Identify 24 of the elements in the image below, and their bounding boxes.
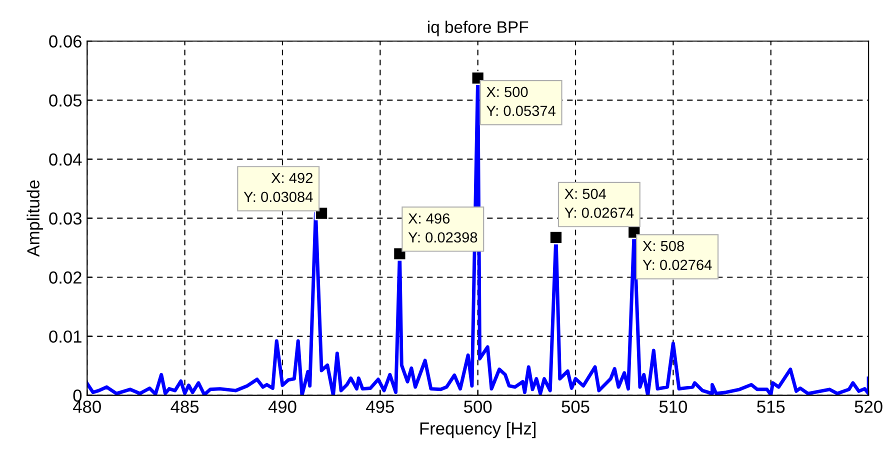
x-tick-label: 480 bbox=[73, 400, 101, 413]
y-tick-label: 0.06 bbox=[49, 35, 82, 48]
x-tick-label: 495 bbox=[366, 400, 394, 413]
annotation: X: 504 Y: 0.02674 bbox=[564, 188, 634, 218]
y-tick-label: 0.01 bbox=[49, 330, 82, 343]
y-tick-label: 0.04 bbox=[49, 153, 82, 166]
x-tick-label: 515 bbox=[757, 400, 785, 413]
x-tick-label: 500 bbox=[464, 400, 492, 413]
y-tick-label: 0.05 bbox=[49, 94, 82, 107]
x-tick-label: 505 bbox=[562, 400, 590, 413]
annotation: X: 496 Y: 0.02398 bbox=[408, 213, 478, 243]
x-tick-label: 490 bbox=[268, 400, 296, 413]
y-tick-label: 0 bbox=[73, 389, 82, 402]
annotation: X: 508 Y: 0.02764 bbox=[642, 240, 712, 270]
chart-title: iq before BPF bbox=[428, 20, 528, 36]
y-tick-label: 0.02 bbox=[49, 271, 82, 284]
x-tick-label: 510 bbox=[659, 400, 687, 413]
annotation: X: 492 Y: 0.03084 bbox=[244, 172, 313, 202]
x-axis-title: Frequency [Hz] bbox=[420, 422, 536, 438]
x-tick-label: 520 bbox=[854, 400, 882, 413]
y-tick-label: 0.03 bbox=[49, 212, 82, 225]
y-axis-title: Amplitude bbox=[26, 180, 43, 257]
annotation: X: 500 Y: 0.05374 bbox=[486, 86, 556, 116]
x-tick-label: 485 bbox=[170, 400, 199, 413]
